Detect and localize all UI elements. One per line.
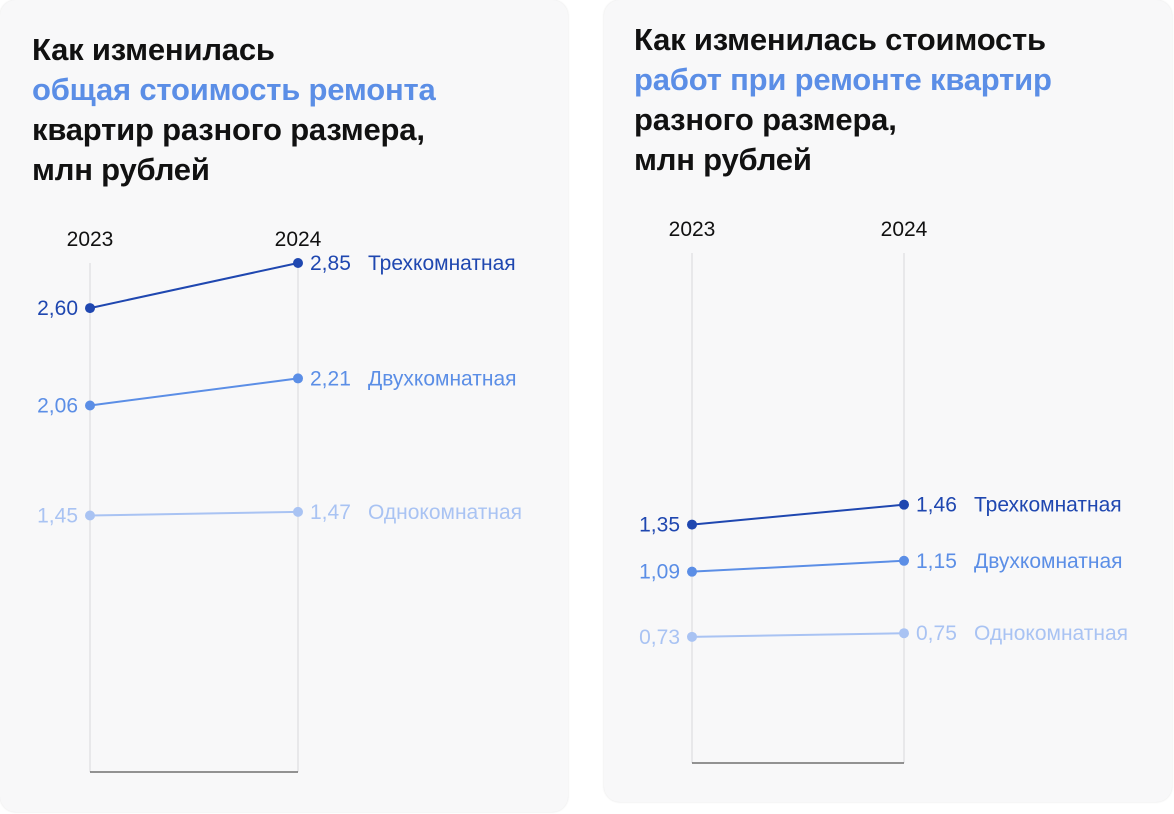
data-point: [293, 506, 303, 517]
x-tick-label: 2024: [881, 218, 928, 241]
title-line: разного размера,: [634, 102, 897, 137]
title-line: Как изменилась: [32, 32, 275, 67]
data-point: [899, 628, 909, 639]
series-line: [691, 503, 905, 526]
x-tick-label: 2023: [67, 228, 114, 251]
x-tick-label: 2023: [669, 218, 716, 241]
chart-card-total-cost: Как изменилась общая стоимость ремонта ква…: [0, 0, 568, 812]
title-highlight: работ при ремонте квартир: [634, 62, 1052, 97]
title-unit: млн рублей: [634, 142, 812, 177]
data-label: 1,35: [639, 514, 680, 537]
data-label: 1,46: [916, 494, 957, 517]
data-point: [899, 555, 909, 566]
data-label: 1,09: [639, 561, 680, 584]
series-label: Трехкомнатная: [368, 252, 516, 275]
series-label: Двухкомнатная: [368, 367, 517, 390]
data-point: [687, 566, 697, 577]
series-line: [691, 559, 905, 573]
data-label: 1,15: [916, 550, 957, 573]
data-point: [293, 258, 303, 268]
series-line: [89, 262, 299, 310]
data-point: [687, 519, 697, 530]
data-label: 2,21: [310, 367, 351, 390]
series-label: Однокомнатная: [974, 622, 1128, 645]
data-label: 2,60: [37, 297, 78, 320]
data-point: [85, 510, 95, 521]
series-line: [691, 632, 905, 638]
data-point: [85, 400, 95, 411]
data-label: 0,75: [916, 622, 957, 645]
title-unit: млн рублей: [32, 152, 210, 187]
series-line: [89, 510, 299, 517]
data-label: 0,73: [639, 626, 680, 649]
slope-chart: 2023 2024 2,60 2,85 Трехкомнатная 2,06 2,21 Дву…: [37, 228, 522, 773]
data-point: [687, 631, 697, 642]
slope-chart: 2023 2024 1,35 1,46 Трехкомнатная 1,09 1,15 Дву…: [639, 218, 1128, 764]
title-line: Как изменилась стоимость: [634, 22, 1046, 57]
chart-title: Как изменилась стоимость работ при ремонт…: [634, 20, 1052, 180]
chart-card-work-cost: Как изменилась стоимость работ при ремонт…: [604, 0, 1172, 802]
data-point: [899, 499, 909, 510]
series-label: Двухкомнатная: [974, 550, 1123, 573]
data-label: 1,47: [310, 501, 351, 524]
data-label: 1,45: [37, 504, 78, 527]
data-label: 2,06: [37, 394, 78, 417]
title-highlight: общая стоимость ремонта: [32, 72, 436, 107]
data-point: [293, 373, 303, 384]
series-label: Трехкомнатная: [974, 494, 1122, 517]
series-label: Однокомнатная: [368, 501, 522, 524]
data-point: [85, 303, 95, 314]
title-line: квартир разного размера,: [32, 112, 425, 147]
chart-title: Как изменилась общая стоимость ремонта ква…: [32, 30, 436, 190]
series-line: [89, 377, 299, 407]
x-tick-label: 2024: [275, 228, 322, 251]
data-label: 2,85: [310, 252, 351, 275]
